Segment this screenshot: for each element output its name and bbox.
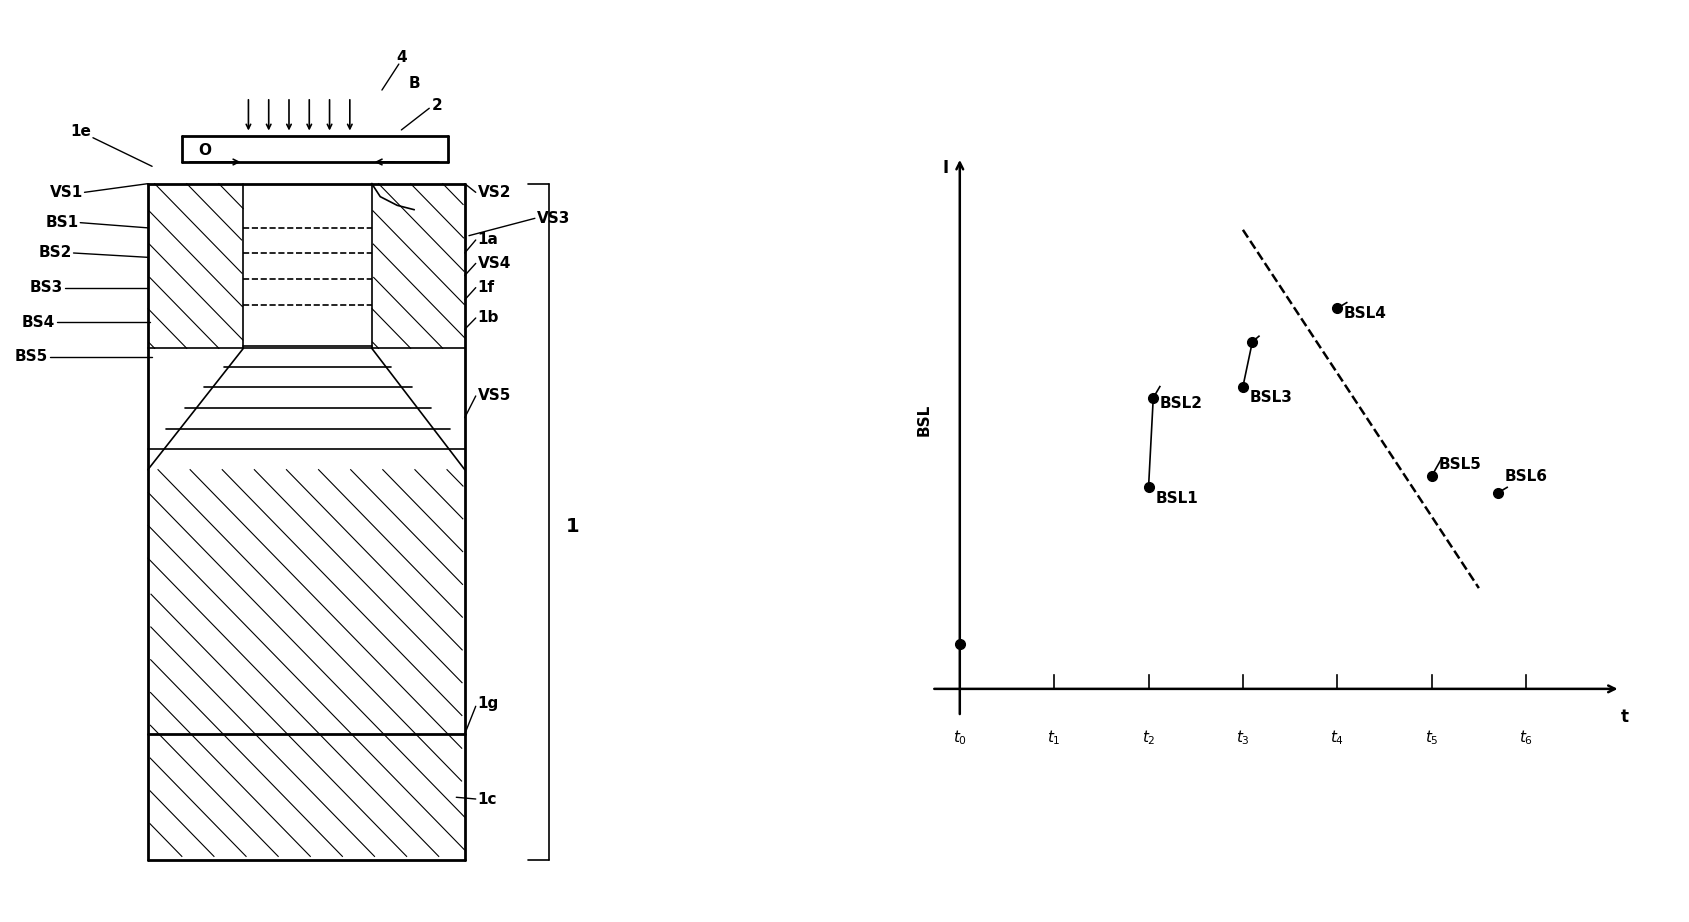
Text: 1e: 1e: [69, 124, 91, 139]
Text: BSL2: BSL2: [1159, 396, 1203, 411]
Text: $t_5$: $t_5$: [1424, 728, 1437, 747]
Text: BSL4: BSL4: [1343, 306, 1387, 321]
Text: BSL3: BSL3: [1248, 390, 1292, 406]
Text: $t_6$: $t_6$: [1518, 728, 1532, 747]
Text: O: O: [198, 143, 211, 159]
Text: VS1: VS1: [49, 184, 83, 200]
Text: BSL5: BSL5: [1437, 457, 1480, 472]
Text: 1a: 1a: [478, 232, 498, 247]
Text: BSL: BSL: [915, 404, 931, 436]
Text: VS5: VS5: [478, 388, 510, 404]
Text: BS5: BS5: [15, 349, 47, 364]
Text: BSL1: BSL1: [1155, 491, 1198, 506]
Text: 1c: 1c: [478, 791, 497, 807]
Text: BSL6: BSL6: [1503, 468, 1547, 484]
Text: BS3: BS3: [30, 280, 64, 295]
Text: VS2: VS2: [478, 184, 510, 200]
Text: VS3: VS3: [537, 211, 569, 226]
Text: VS4: VS4: [478, 256, 510, 271]
Text: BS1: BS1: [46, 215, 78, 230]
Text: $t_4$: $t_4$: [1329, 728, 1343, 747]
Text: BS2: BS2: [39, 245, 71, 261]
Text: I: I: [942, 160, 948, 177]
Text: B: B: [409, 77, 419, 91]
Text: t: t: [1620, 708, 1628, 726]
Text: 1b: 1b: [478, 311, 498, 325]
Text: 2: 2: [431, 98, 443, 113]
Text: 4: 4: [395, 51, 407, 65]
Text: 1: 1: [566, 516, 579, 536]
Text: $t_1$: $t_1$: [1047, 728, 1061, 747]
Text: $t_3$: $t_3$: [1235, 728, 1250, 747]
Text: $t_2$: $t_2$: [1142, 728, 1155, 747]
Text: 1f: 1f: [478, 280, 495, 295]
Text: 1g: 1g: [478, 696, 498, 711]
Text: $t_0$: $t_0$: [953, 728, 966, 747]
Text: BS4: BS4: [22, 314, 54, 330]
